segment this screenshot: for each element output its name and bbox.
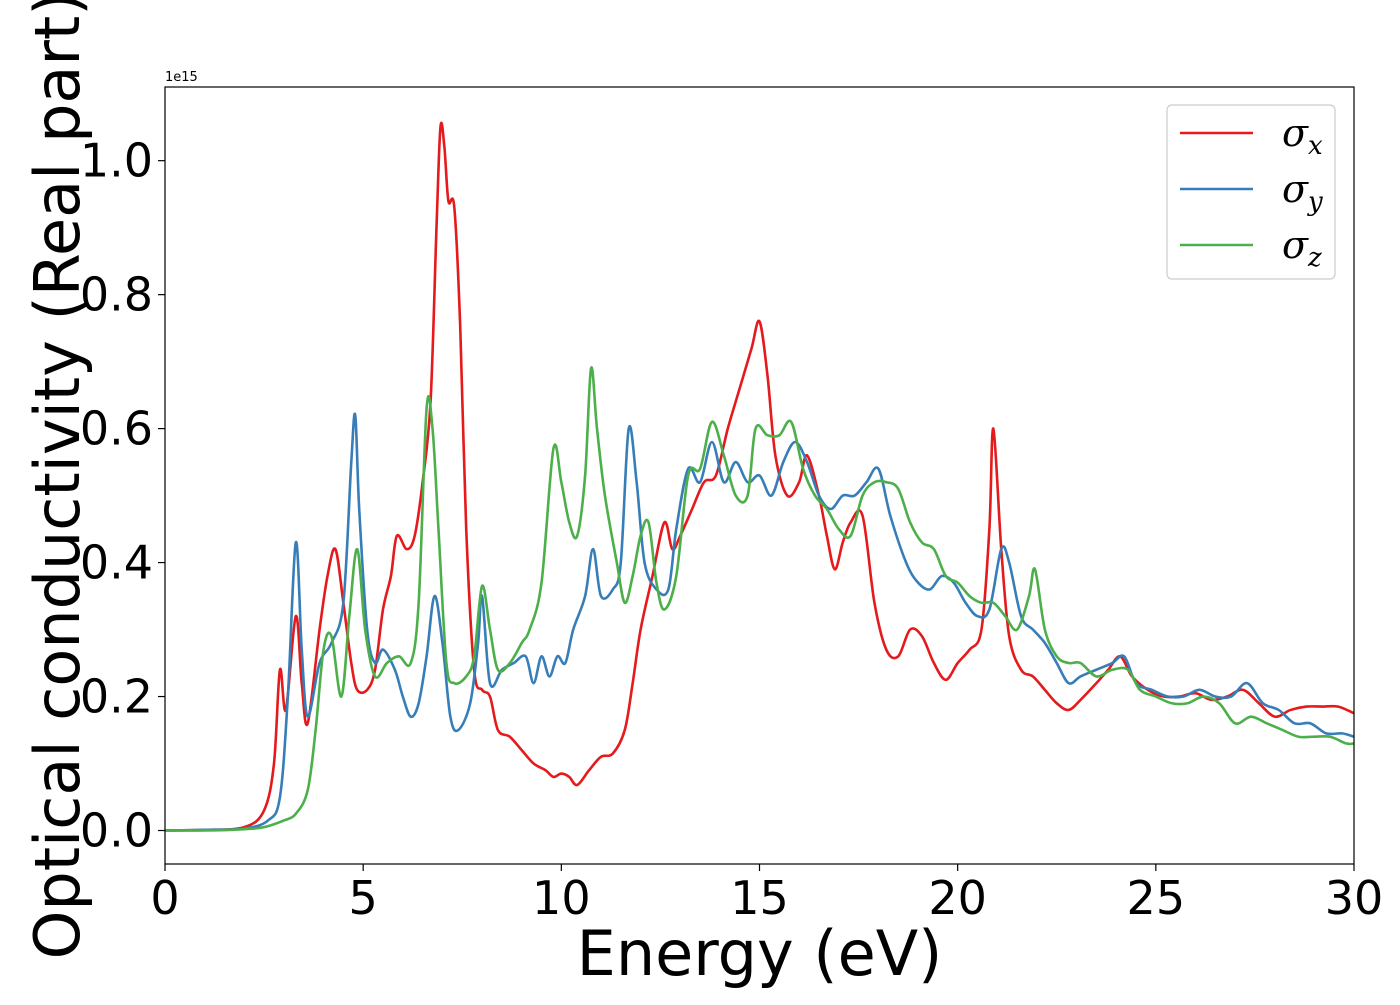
x-axis: 0 5 10 15 20 25 30: [150, 864, 1383, 925]
x-tick-label: 10: [532, 871, 591, 925]
x-tick-label: 0: [150, 871, 179, 925]
y-tick-label: 1.0: [80, 134, 153, 188]
series-layer: [165, 121, 1354, 832]
x-tick-label: 5: [349, 871, 378, 925]
x-tick-label: 15: [730, 871, 789, 925]
x-axis-label: Energy (eV): [577, 917, 943, 990]
y-offset-label: 1e15: [165, 70, 198, 85]
y-axis-label: Optical conductivity (Real part): [21, 0, 94, 959]
y-axis: 0.0 0.2 0.4 0.6 0.8 1.0: [80, 134, 165, 858]
y-tick-label: 0.8: [80, 268, 153, 322]
legend: σx σy σz: [1166, 104, 1336, 280]
plot-area: [164, 86, 1355, 865]
legend-entry-x: σx: [1282, 111, 1323, 161]
series-line-x: [165, 121, 1354, 832]
y-tick-label: 0.6: [80, 402, 153, 456]
y-tick-label: 0.0: [80, 804, 153, 858]
legend-box: [1166, 104, 1336, 280]
y-tick-label: 0.4: [80, 536, 153, 590]
x-tick-label: 25: [1127, 871, 1186, 925]
series-line-z: [165, 366, 1354, 832]
x-tick-label: 30: [1325, 871, 1384, 925]
legend-entry-z: σz: [1282, 223, 1322, 273]
legend-entry-y: σy: [1282, 167, 1323, 217]
x-tick-label: 20: [928, 871, 987, 925]
series-line-y: [165, 412, 1354, 832]
y-tick-label: 0.2: [80, 670, 153, 724]
